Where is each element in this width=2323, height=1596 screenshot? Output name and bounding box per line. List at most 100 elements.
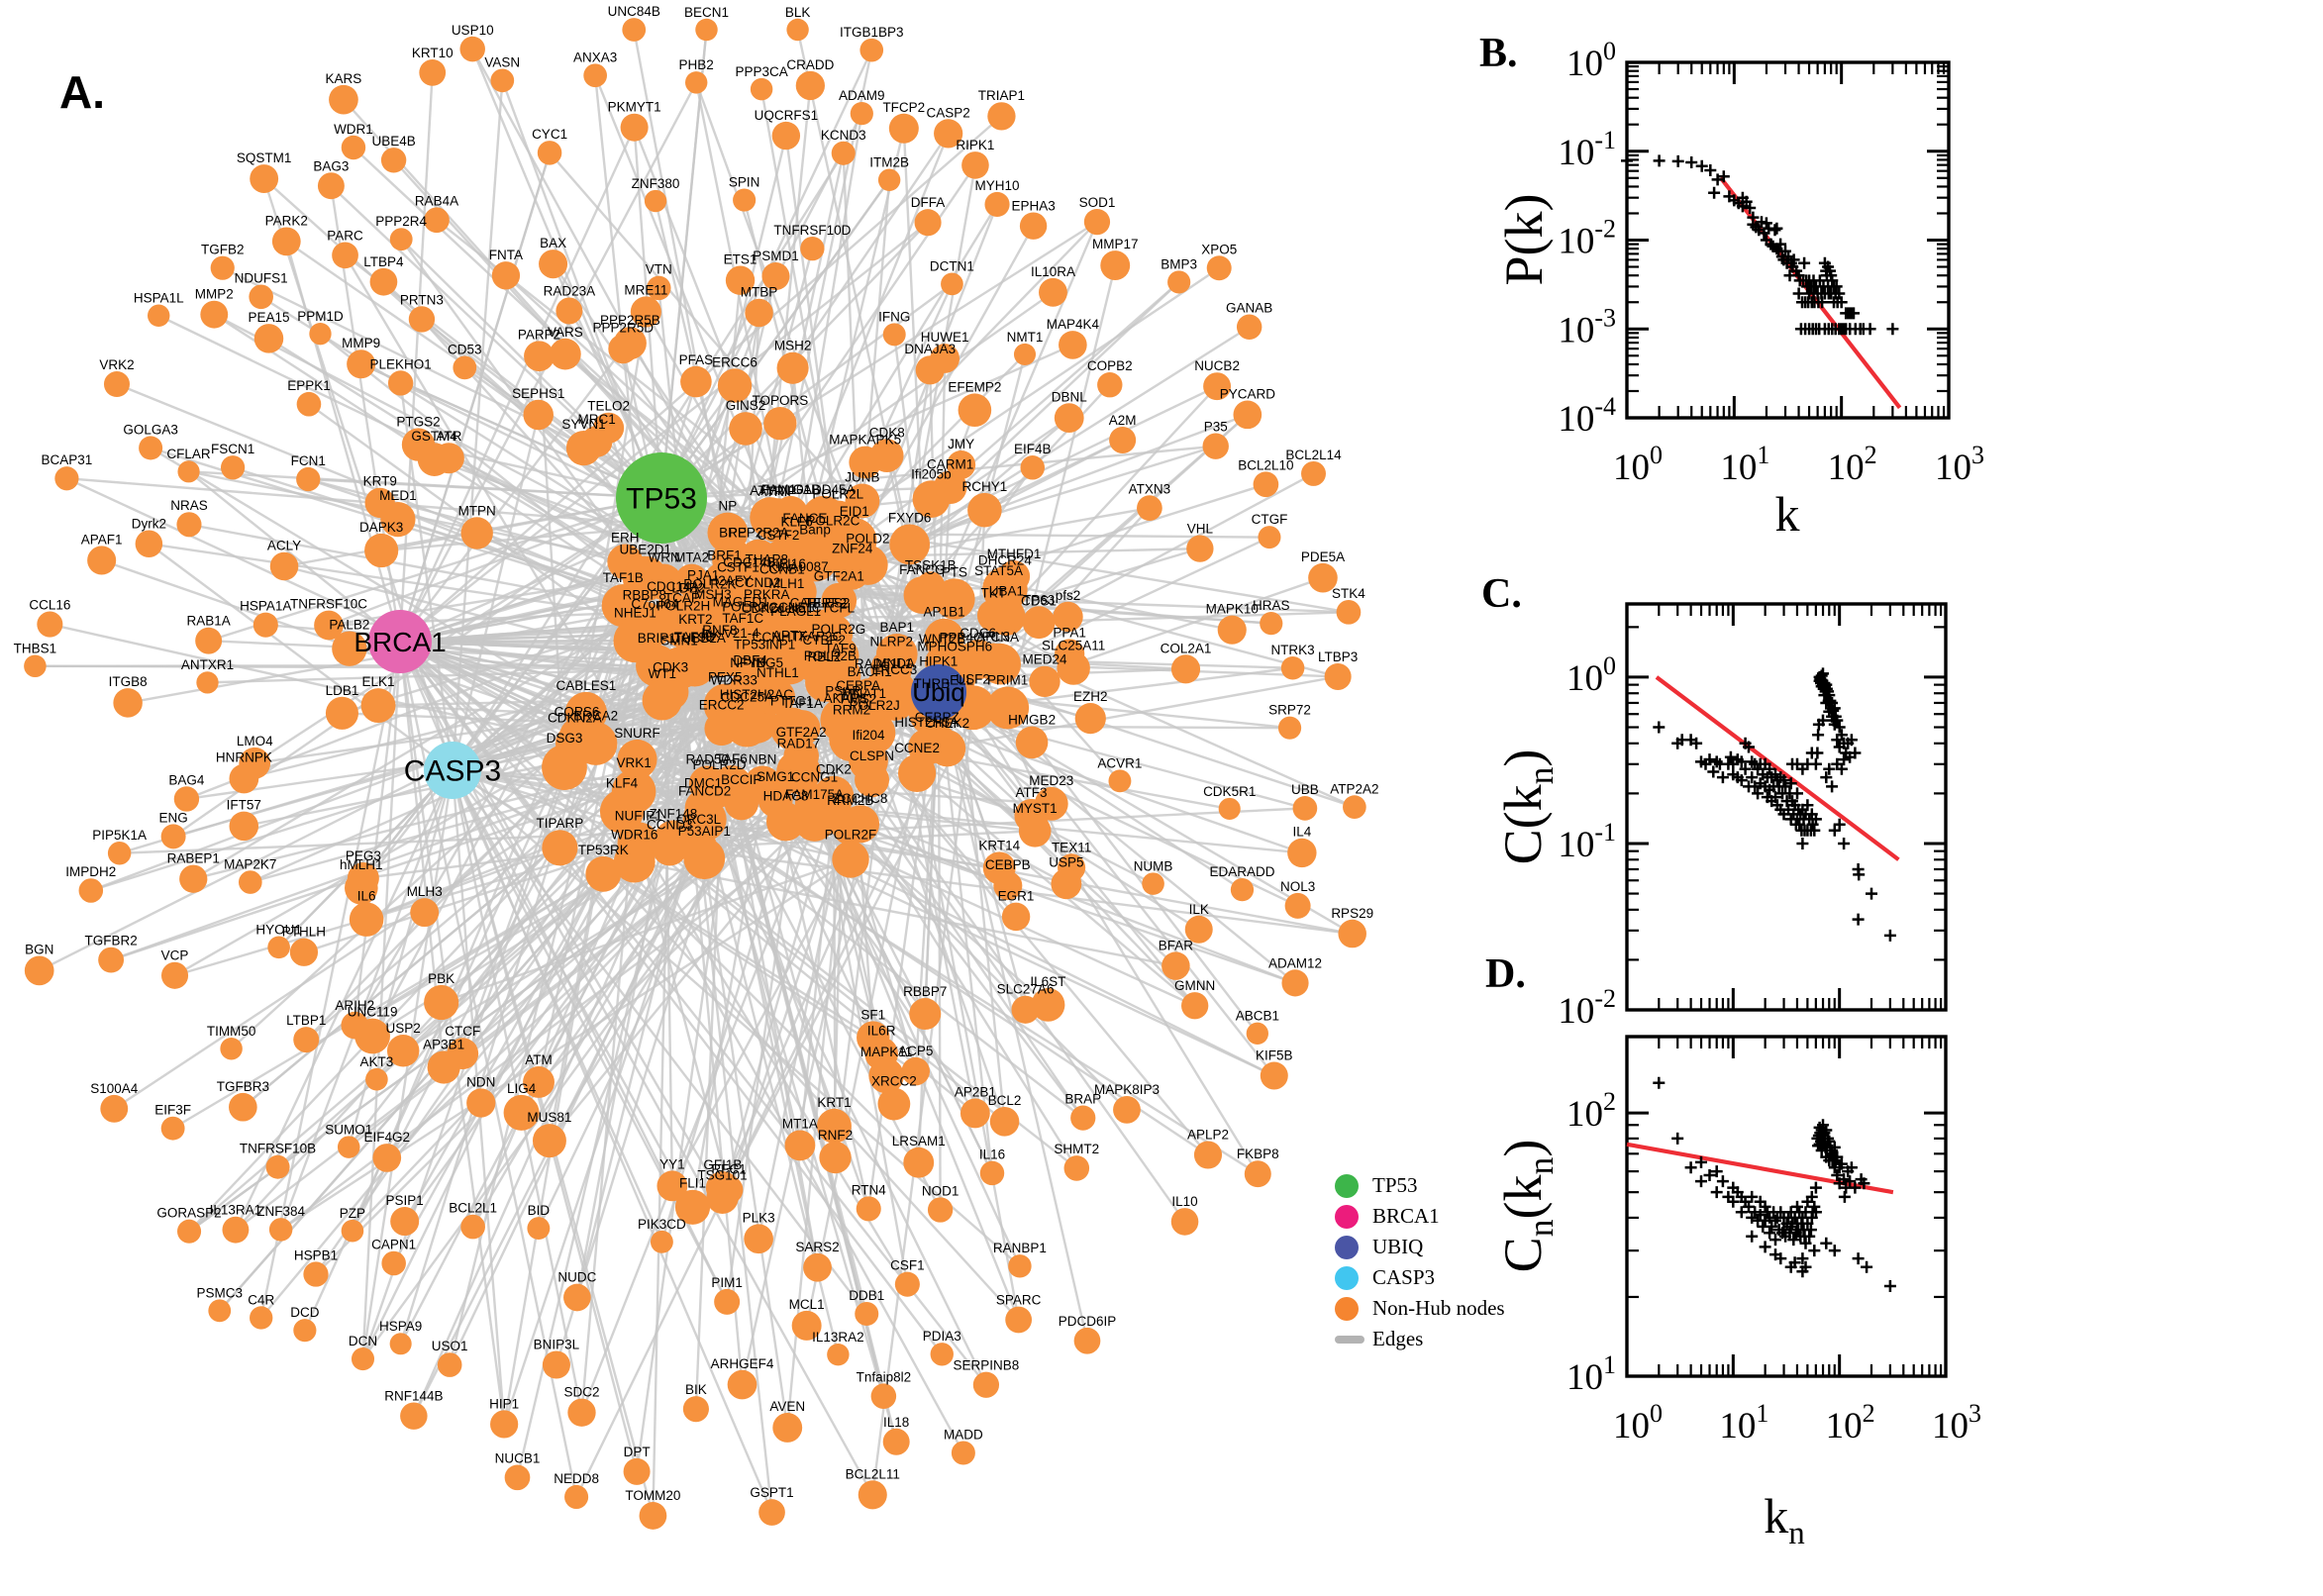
y-axis-tick-label: 10-3: [1558, 303, 1616, 350]
network-node: [941, 272, 963, 296]
node-label: SRP72: [1268, 703, 1311, 718]
hub-label: CASP3: [404, 755, 501, 788]
node-label: EZH2: [1073, 689, 1108, 704]
y-axis-tick-label: 10-1: [1558, 126, 1616, 173]
legend-item-label: Non-Hub nodes: [1372, 1296, 1505, 1320]
node-label: USP5: [1049, 854, 1083, 869]
network-node: [341, 1219, 364, 1243]
network-node: [832, 518, 877, 563]
network-node: [725, 265, 756, 295]
node-label: GORASP2: [156, 1206, 221, 1221]
network-node: [459, 36, 485, 62]
network-node: [986, 686, 1030, 730]
node-label: SNURF: [614, 726, 660, 741]
node-label: IL13RA2: [812, 1330, 864, 1345]
node-label: GSTM4: [411, 429, 457, 444]
node-label: TKT: [980, 585, 1006, 600]
node-label: MAPK8IP3: [1094, 1082, 1160, 1097]
network-node: [682, 1396, 709, 1423]
x-axis-tick-label: 100: [1613, 1399, 1663, 1446]
x-axis-tick-label: 101: [1720, 441, 1769, 488]
legend-item: TP53: [1335, 1170, 1505, 1201]
node-label: IL6R: [867, 1024, 896, 1039]
node-label: PDIA3: [923, 1329, 961, 1344]
node-label: NMT1: [1007, 330, 1044, 345]
node-label: PPP2R4: [375, 214, 427, 229]
axis-ticks: [1627, 1037, 1946, 1376]
network-legend: TP53 BRCA1 UBIQ CASP3 Non-Hub nodes Edges: [1335, 1170, 1505, 1354]
network-edge: [803, 128, 905, 549]
network-node: [960, 1098, 990, 1129]
node-label: TNFRSF10D: [773, 223, 851, 238]
network-node: [268, 1218, 293, 1242]
node-label: USP10: [452, 23, 494, 38]
node-label: SF1: [860, 1007, 885, 1022]
node-label: EID1: [840, 504, 869, 519]
network-edge: [348, 769, 454, 1147]
node-label: ILK: [1189, 902, 1209, 917]
network-node: [1217, 615, 1247, 645]
hub-node: [911, 664, 966, 720]
node-label: TCAP: [664, 590, 700, 605]
node-label: AP2B1: [955, 1085, 996, 1100]
panel-d-label: D.: [1485, 951, 1526, 997]
network-node: [654, 820, 693, 858]
axis-ticks: [1627, 604, 1946, 1010]
network-node: [583, 63, 608, 88]
network-edge: [871, 707, 974, 1495]
scatter-points: [1653, 1076, 1896, 1292]
network-edge: [399, 641, 944, 1355]
node-label: CASP2: [927, 105, 970, 120]
hub-label: Ubiq: [912, 677, 964, 707]
network-node: [976, 599, 1010, 632]
network-node: [249, 284, 273, 310]
y-axis-tick-label: 100: [1566, 37, 1616, 84]
network-node: [947, 450, 976, 479]
node-label: NUMB: [1134, 858, 1173, 873]
node-label: HSPA1L: [134, 291, 184, 306]
y-axis-tick-label: 10-1: [1558, 818, 1616, 865]
network-node: [542, 830, 578, 866]
node-label: IL10: [1171, 1194, 1197, 1209]
node-label: CEBPB: [985, 857, 1031, 872]
network-edge: [938, 690, 1354, 936]
network-node: [296, 391, 322, 417]
node-label: XRCC2: [871, 1074, 917, 1089]
node-label: BCL2L1: [449, 1201, 497, 1216]
network-node: [1137, 495, 1162, 521]
node-label: ELK1: [362, 674, 395, 689]
node-label: POLR2D: [692, 757, 746, 772]
node-label: HIST2H3A: [894, 715, 959, 730]
node-label: PYCARD: [1220, 387, 1276, 402]
network-node: [490, 1410, 519, 1439]
network-edge: [361, 641, 402, 1359]
node-label: KLF4: [606, 775, 639, 790]
node-label: GADD45A: [792, 482, 855, 497]
network-node: [827, 1343, 850, 1366]
node-label: BRIP1: [638, 631, 676, 646]
node-label: NLRP2: [869, 635, 913, 649]
node-label: TELO2: [587, 399, 630, 414]
network-node: [791, 1310, 822, 1341]
network-nodes: [24, 18, 1366, 1530]
network-node: [927, 1197, 954, 1223]
node-label: CD53: [448, 342, 482, 356]
network-node: [967, 492, 1002, 528]
scatter-points: [1653, 667, 1896, 942]
node-label: UBE2D1: [619, 543, 671, 557]
node-label: ACVR1: [1097, 755, 1142, 770]
network-edge: [937, 691, 942, 1210]
network-node: [1070, 1105, 1096, 1131]
network-node: [845, 483, 880, 519]
network-node: [914, 209, 942, 237]
network-edge: [516, 558, 735, 1478]
node-label: ENG: [158, 810, 187, 825]
node-label: SPIN: [729, 175, 760, 190]
network-node: [929, 730, 966, 767]
y-axis-title: C(kn): [1493, 749, 1561, 865]
network-node: [107, 842, 132, 865]
node-label: CDK8: [869, 425, 905, 440]
node-label: THBS1: [14, 641, 57, 655]
network-node: [424, 984, 459, 1021]
